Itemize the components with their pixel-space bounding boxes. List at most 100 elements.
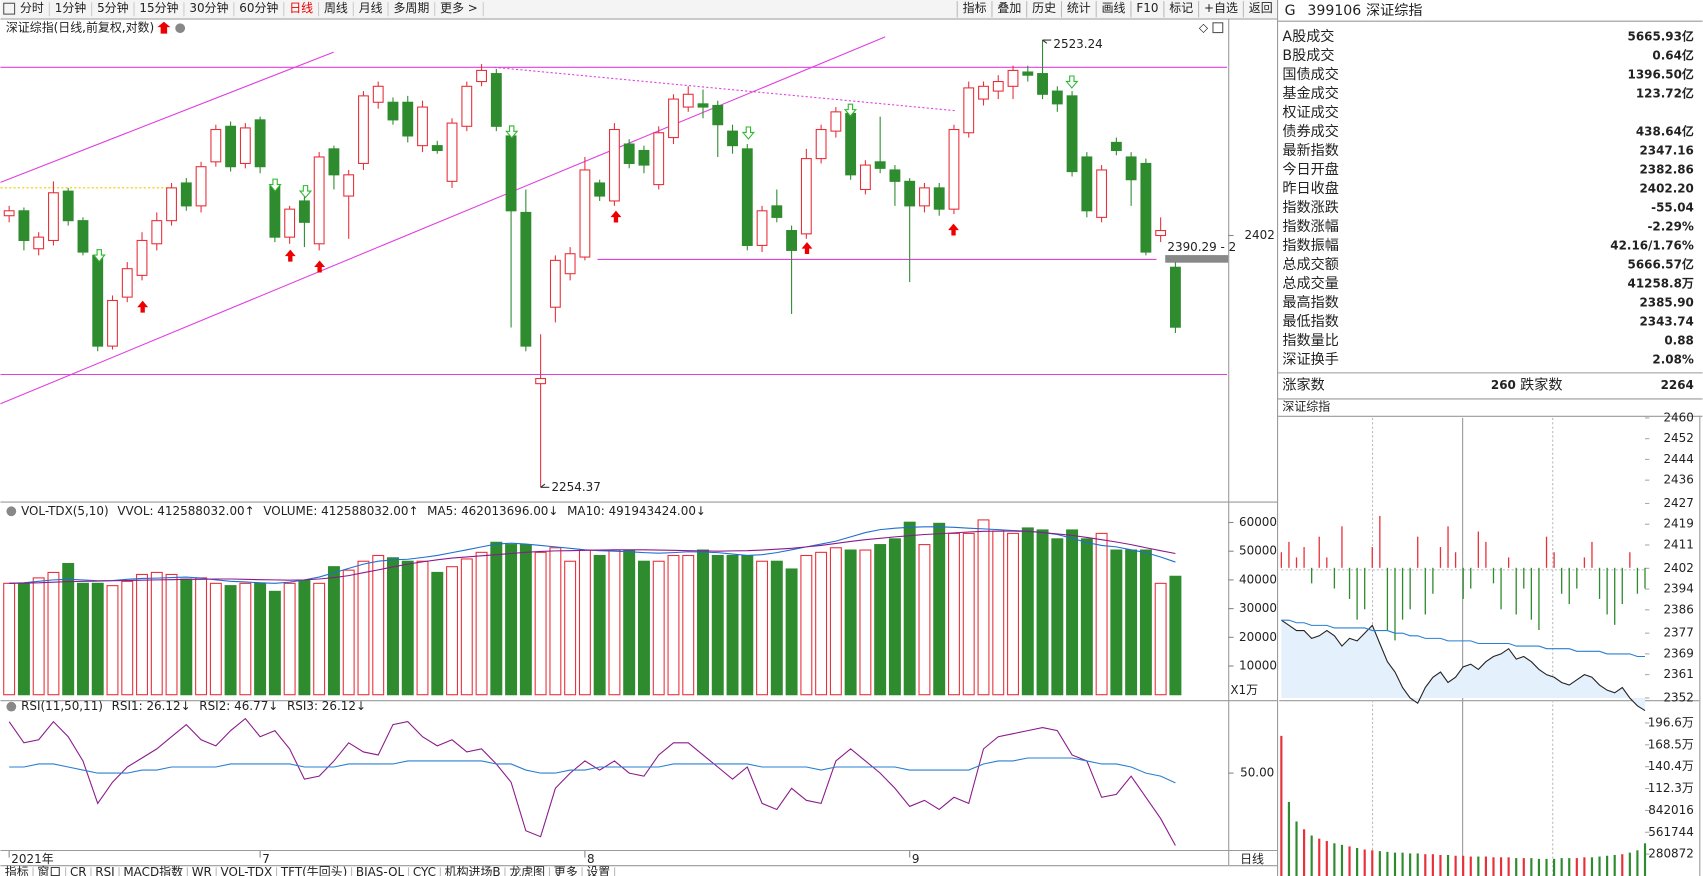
date-label: 2021年: [11, 852, 53, 866]
tool-button[interactable]: 统计: [1067, 1, 1091, 15]
period-tab[interactable]: 30分钟: [189, 0, 228, 15]
candle-body: [180, 182, 192, 207]
buy-arrow: [284, 249, 296, 262]
pane-toggle[interactable]: [6, 506, 17, 517]
volume-bar: [578, 549, 591, 696]
volume-bar: [564, 560, 577, 696]
volume-bar: [859, 549, 872, 696]
bottom-tab[interactable]: BIAS-QL: [356, 865, 405, 876]
y-tick-label: 50.00: [1240, 766, 1274, 780]
pane-header: RSI(11,50,11): [21, 699, 103, 713]
volume-bar: [874, 544, 887, 696]
period-tab[interactable]: 1分钟: [55, 0, 87, 15]
tool-button[interactable]: 叠加: [997, 1, 1021, 15]
quote-label: 基金成交: [1282, 85, 1338, 102]
bottom-tab[interactable]: 更多: [554, 865, 578, 876]
quote-label: A股成交: [1282, 28, 1334, 45]
bottom-tab[interactable]: RSI: [95, 865, 114, 876]
unit-label: X1万: [1230, 683, 1258, 697]
volume-bar: [76, 582, 89, 696]
quote-label: 指数涨幅: [1282, 219, 1338, 235]
y-tick-label: 168.5万: [1648, 737, 1694, 751]
period-tab[interactable]: 更多 >: [440, 1, 478, 15]
pane-toggle[interactable]: [6, 701, 17, 712]
tool-button[interactable]: 标记: [1169, 1, 1193, 15]
volume-bar: [992, 530, 1005, 696]
volume-bar: [1169, 575, 1182, 696]
tool-button[interactable]: 指标: [963, 0, 987, 15]
period-tab[interactable]: 分时: [20, 1, 44, 15]
bottom-tab[interactable]: CR: [70, 865, 87, 876]
menu-icon[interactable]: [3, 2, 16, 15]
volume-bar: [505, 544, 518, 696]
bottom-tab[interactable]: 机构进场B: [445, 864, 501, 876]
period-tab[interactable]: 15分钟: [139, 0, 178, 15]
candle-body: [919, 187, 930, 207]
period-tab[interactable]: 周线: [324, 1, 348, 15]
diamond-icon[interactable]: ◇: [1199, 21, 1209, 35]
bottom-tab[interactable]: CYC: [413, 865, 436, 876]
sell-arrow: [268, 178, 282, 192]
bottom-tab[interactable]: VOL-TDX: [221, 865, 273, 876]
volume-bar: [933, 522, 946, 696]
pane-header: RSI1: 26.12↓: [112, 699, 191, 713]
volume-bar: [490, 541, 503, 696]
y-tick-label: 196.6万: [1648, 715, 1694, 729]
bottom-tab[interactable]: 设置: [586, 865, 610, 876]
bottom-tab[interactable]: 窗口: [37, 865, 61, 876]
candle-body: [151, 220, 163, 245]
up-count: 260: [1491, 378, 1516, 392]
volume-bar: [785, 568, 798, 696]
tool-button[interactable]: F10: [1136, 1, 1158, 15]
period-tab[interactable]: 日线: [289, 1, 313, 15]
tool-button[interactable]: +自选: [1204, 1, 1238, 15]
period-tab[interactable]: 60分钟: [239, 0, 278, 15]
volume-bar: [770, 560, 783, 696]
bottom-tab[interactable]: TFT(牛回头): [280, 864, 347, 876]
volume-bar: [224, 585, 237, 696]
candle-body: [461, 85, 473, 127]
volume-bar: [298, 579, 311, 696]
settings-icon[interactable]: [175, 23, 186, 34]
candle-body: [815, 128, 827, 160]
bottom-tab[interactable]: MACD指数: [123, 864, 183, 876]
bottom-tab[interactable]: 指标: [5, 864, 29, 876]
bottom-tab[interactable]: WR: [192, 865, 212, 876]
y-tick-label: 2369: [1663, 646, 1693, 660]
candle-body: [1007, 69, 1019, 87]
candle-body: [431, 145, 443, 152]
candle-body: [697, 103, 709, 108]
candle-body: [653, 132, 665, 186]
volume-bar: [1036, 529, 1049, 696]
rsi-line: [9, 757, 1176, 784]
candle-body: [417, 106, 428, 147]
candle-body: [859, 164, 871, 191]
window-icon[interactable]: [1212, 22, 1224, 34]
quote-label: 最高指数: [1282, 294, 1338, 311]
down-count-label: 跌家数: [1520, 376, 1562, 393]
volume-bar: [136, 573, 148, 696]
quote-label: 指数涨跌: [1282, 200, 1338, 216]
candle-body: [3, 210, 15, 217]
candle-body: [1081, 156, 1093, 212]
rsi-line: [8, 717, 1176, 846]
pane-header: VOL-TDX(5,10): [21, 504, 109, 518]
quote-value: 2385.90: [1639, 295, 1693, 309]
candle-body: [830, 111, 842, 132]
period-tab[interactable]: 月线: [359, 1, 383, 15]
tool-button[interactable]: 画线: [1102, 1, 1126, 15]
period-tab[interactable]: 多周期: [393, 1, 429, 15]
buy-arrow: [314, 260, 326, 273]
volume-bar: [283, 582, 296, 696]
period-tab[interactable]: 5分钟: [97, 0, 129, 15]
volume-bar: [829, 547, 842, 696]
candle-body: [505, 135, 517, 212]
tool-button[interactable]: 返回: [1249, 1, 1273, 15]
price-area: [1281, 620, 1646, 711]
volume-bar: [327, 566, 340, 696]
volume-bar: [844, 549, 857, 696]
candle-body: [741, 148, 753, 246]
tool-button[interactable]: 历史: [1032, 1, 1056, 15]
bottom-tab[interactable]: 龙虎图: [509, 865, 545, 876]
